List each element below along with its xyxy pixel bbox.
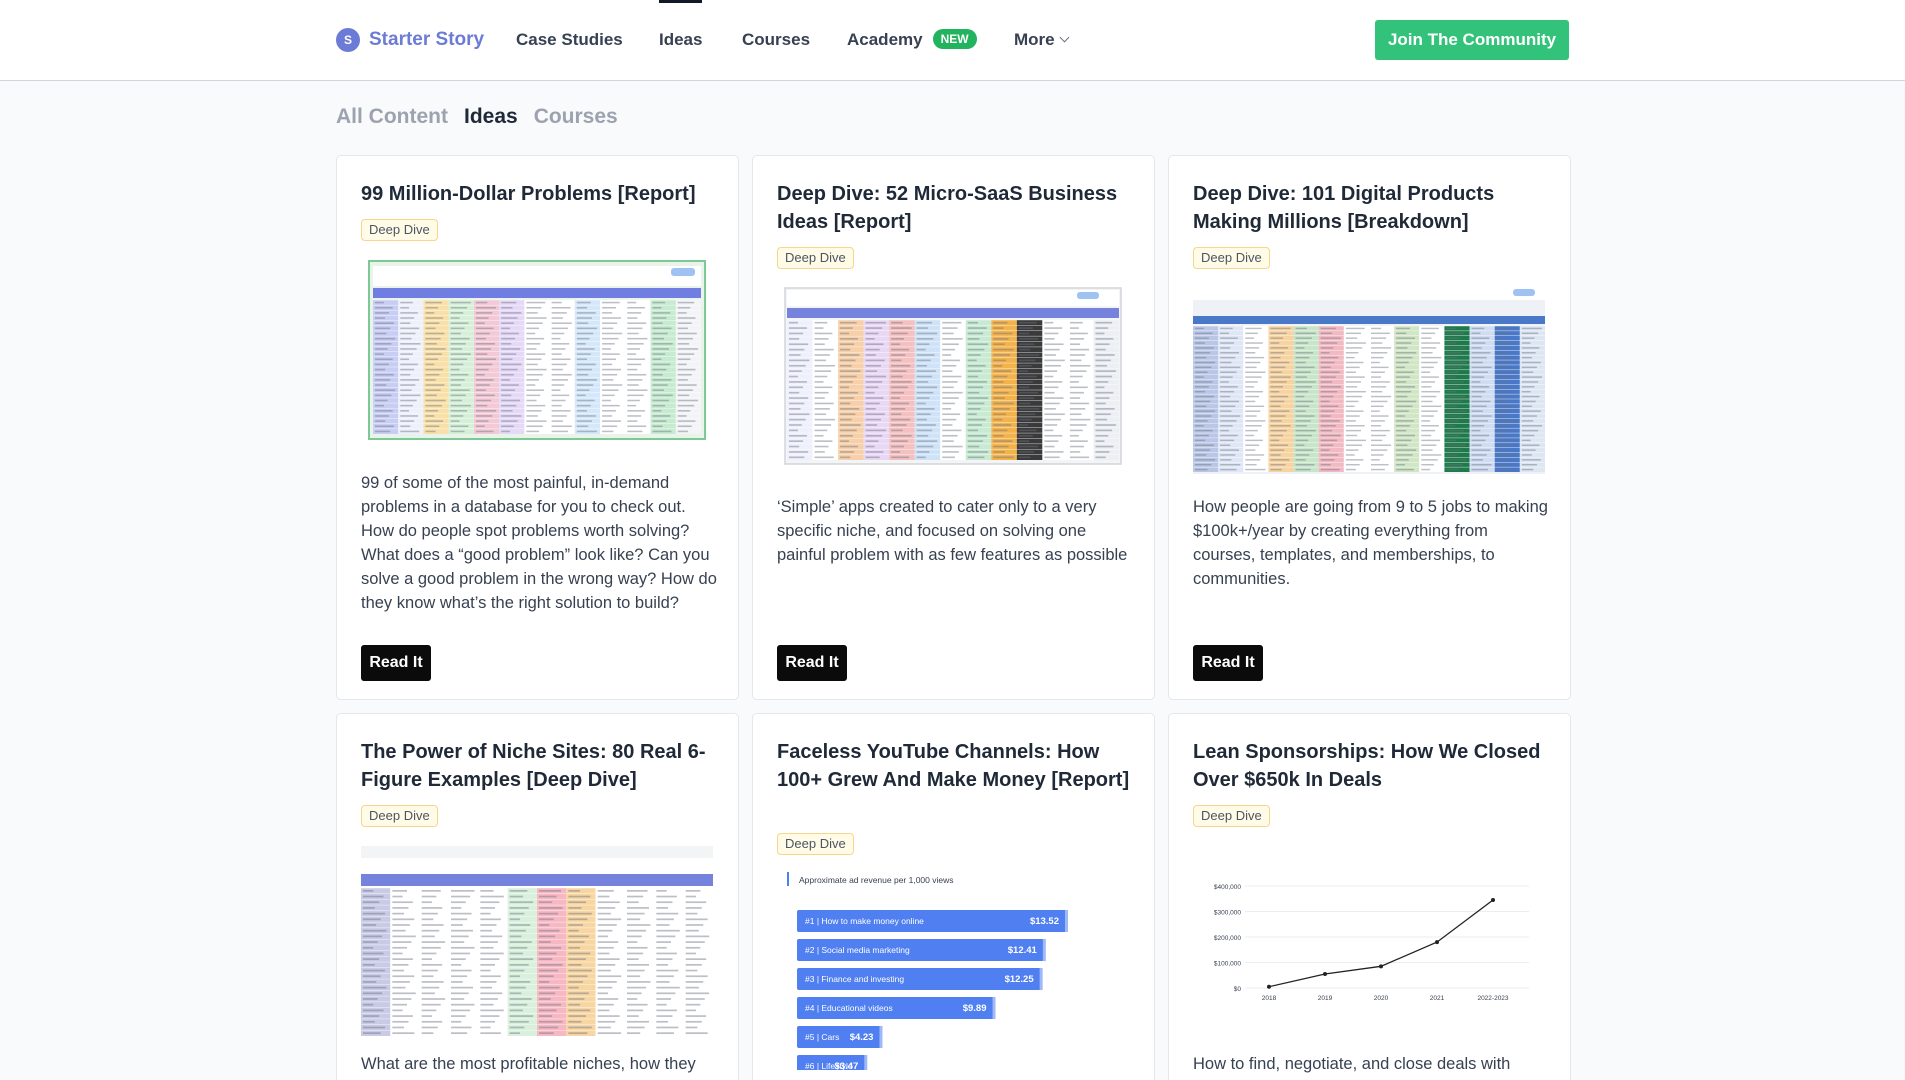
tag-badge: Deep Dive bbox=[361, 805, 438, 827]
card-description: How people are going from 9 to 5 jobs to… bbox=[1193, 498, 1548, 588]
chart-bar-rect bbox=[797, 910, 1067, 932]
content-card[interactable]: Faceless YouTube Channels: How 100+ Grew… bbox=[752, 713, 1155, 1080]
card-title[interactable]: Faceless YouTube Channels: How 100+ Grew… bbox=[777, 741, 1130, 791]
chart-bar-label: #4 | Educational videos bbox=[805, 1003, 893, 1013]
chart-x-tick: 2020 bbox=[1374, 995, 1389, 1002]
chart-bar: #3 | Finance and investing $12.25 bbox=[797, 968, 1043, 990]
chart-x-tick: 2021 bbox=[1430, 995, 1445, 1002]
card-title[interactable]: Deep Dive: 101 Digital Products Making M… bbox=[1193, 183, 1495, 233]
chart-point bbox=[1323, 971, 1327, 976]
chart-point bbox=[1491, 898, 1495, 903]
chart-title: Approximate ad revenue per 1,000 views bbox=[799, 875, 954, 885]
nav-link-ideas[interactable]: Ideas bbox=[659, 0, 703, 52]
chart-y-tick: $300,000 bbox=[1214, 910, 1241, 917]
read-it-button[interactable]: Read It bbox=[361, 645, 431, 681]
chart-x-tick: 2019 bbox=[1318, 995, 1333, 1002]
chart-bar-value: $4.23 bbox=[850, 1032, 874, 1043]
chart-bar-label: #1 | How to make money online bbox=[805, 916, 924, 926]
chart-point bbox=[1267, 984, 1271, 989]
tag-badge: Deep Dive bbox=[1193, 247, 1270, 269]
chart-bar-value: $12.41 bbox=[1008, 945, 1038, 956]
chevron-down-icon bbox=[1059, 32, 1070, 43]
card-title[interactable]: The Power of Niche Sites: 80 Real 6-Figu… bbox=[361, 741, 706, 791]
card-title[interactable]: 99 Million-Dollar Problems [Report] bbox=[361, 183, 696, 205]
chart-bar-value: $12.25 bbox=[1005, 974, 1035, 985]
nav-link-case-studies[interactable]: Case Studies bbox=[516, 30, 623, 49]
nav-link-academy[interactable]: Academy NEW bbox=[847, 28, 977, 52]
chart-bar: #5 | Cars $4.23 bbox=[797, 1026, 883, 1048]
chart-bar-rect bbox=[797, 1026, 882, 1048]
filter-tab-all-content[interactable]: All Content bbox=[336, 105, 448, 128]
card-description: 99 of some of the most painful, in-deman… bbox=[361, 474, 717, 612]
card-title[interactable]: Lean Sponsorships: How We Closed Over $6… bbox=[1193, 741, 1541, 791]
chart-x-tick: 2018 bbox=[1262, 995, 1277, 1002]
chart-point bbox=[1379, 964, 1383, 969]
sponsorship-revenue-line-chart: $400,000 $300,000 $200,000 $100,000 $0 2018 2… bbox=[1214, 884, 1529, 1002]
chart-y-tick: $100,000 bbox=[1214, 961, 1241, 968]
read-it-button[interactable]: Read It bbox=[777, 645, 847, 681]
chart-bar-rect bbox=[797, 997, 995, 1019]
chart-bar-value: $3.47 bbox=[835, 1061, 859, 1070]
chart-bar-rect bbox=[797, 1055, 867, 1070]
brand-logo-link[interactable]: S Starter Story bbox=[336, 28, 484, 52]
card-thumbnail bbox=[1193, 286, 1545, 474]
chart-y-tick: $0 bbox=[1234, 986, 1242, 993]
nav-link-courses[interactable]: Courses bbox=[742, 30, 811, 49]
chart-bar-value: $9.89 bbox=[963, 1003, 987, 1014]
card-thumbnail bbox=[784, 287, 1122, 465]
tag-badge: Deep Dive bbox=[777, 247, 854, 269]
chart-bar-rect bbox=[797, 968, 1042, 990]
content-card[interactable]: The Power of Niche Sites: 80 Real 6-Figu… bbox=[336, 713, 739, 1080]
tag-badge: Deep Dive bbox=[777, 833, 854, 855]
nav-inner: S Starter Story Case Studies Ideas Cours… bbox=[336, 0, 1569, 80]
chart-bar: #2 | Social media marketing $12.41 bbox=[797, 939, 1046, 961]
chart-bar-edge bbox=[864, 1055, 868, 1070]
card-description: ‘Simple’ apps created to cater only to a… bbox=[777, 498, 1128, 564]
content-card[interactable]: Deep Dive: 52 Micro-SaaS Business Ideas … bbox=[752, 155, 1155, 700]
chart-bar-edge bbox=[1042, 939, 1046, 961]
chart-x-tick: 2022-2023 bbox=[1477, 995, 1508, 1002]
nav-link-more[interactable]: More bbox=[1014, 28, 1070, 52]
content-card[interactable]: Deep Dive: 101 Digital Products Making M… bbox=[1168, 155, 1571, 700]
chart-bar-label: #3 | Finance and investing bbox=[805, 974, 904, 984]
content-card[interactable]: Lean Sponsorships: How We Closed Over $6… bbox=[1168, 713, 1571, 1080]
nav-link-more-label: More bbox=[1014, 30, 1055, 49]
chart-bar-label: #5 | Cars bbox=[805, 1032, 839, 1042]
chart-bar-edge bbox=[879, 1026, 883, 1048]
chart-point bbox=[1435, 940, 1439, 945]
chart-bar-label: #6 | Lifestyle bbox=[805, 1061, 853, 1070]
chart-bar-rect bbox=[797, 939, 1045, 961]
chart-bar-label: #2 | Social media marketing bbox=[805, 945, 910, 955]
card-description: What are the most profitable niches, how… bbox=[361, 1055, 696, 1073]
chart-y-tick: $200,000 bbox=[1214, 935, 1241, 942]
chart-bar-edge bbox=[992, 997, 996, 1019]
content-filter-tabs: All Content Ideas Courses bbox=[336, 105, 634, 131]
card-thumbnail bbox=[368, 260, 706, 440]
chart-bar: #6 | Lifestyle$3.47 bbox=[797, 1055, 868, 1070]
brand-name: Starter Story bbox=[369, 29, 485, 50]
chart-bar: #4 | Educational videos $9.89 bbox=[797, 997, 996, 1019]
ad-revenue-bar-chart: Approximate ad revenue per 1,000 views #… bbox=[787, 872, 1068, 1070]
chart-bar-edge bbox=[1065, 910, 1068, 932]
nav-link-academy-label: Academy bbox=[847, 30, 923, 49]
filter-tab-ideas[interactable]: Ideas bbox=[463, 105, 518, 128]
top-navbar: S Starter Story Case Studies Ideas Cours… bbox=[0, 0, 1905, 81]
chart-bar-edge bbox=[1039, 968, 1043, 990]
card-thumbnail bbox=[361, 844, 713, 1038]
join-community-button[interactable]: Join The Community bbox=[1375, 20, 1569, 60]
chart-bar: #1 | How to make money online $13.52 bbox=[797, 910, 1068, 932]
chart-bar-value: $13.52 bbox=[1030, 916, 1059, 927]
brand-logo-icon: S bbox=[336, 28, 360, 52]
content-card[interactable]: 99 Million-Dollar Problems [Report] Deep… bbox=[336, 155, 739, 700]
read-it-button[interactable]: Read It bbox=[1193, 645, 1263, 681]
card-description: How to find, negotiate, and close deals … bbox=[1193, 1055, 1511, 1073]
tag-badge: Deep Dive bbox=[1193, 805, 1270, 827]
new-badge: NEW bbox=[932, 29, 977, 49]
card-title[interactable]: Deep Dive: 52 Micro-SaaS Business Ideas … bbox=[777, 183, 1118, 233]
filter-tab-courses[interactable]: Courses bbox=[533, 105, 618, 128]
tag-badge: Deep Dive bbox=[361, 219, 438, 241]
chart-y-tick: $400,000 bbox=[1214, 884, 1241, 891]
